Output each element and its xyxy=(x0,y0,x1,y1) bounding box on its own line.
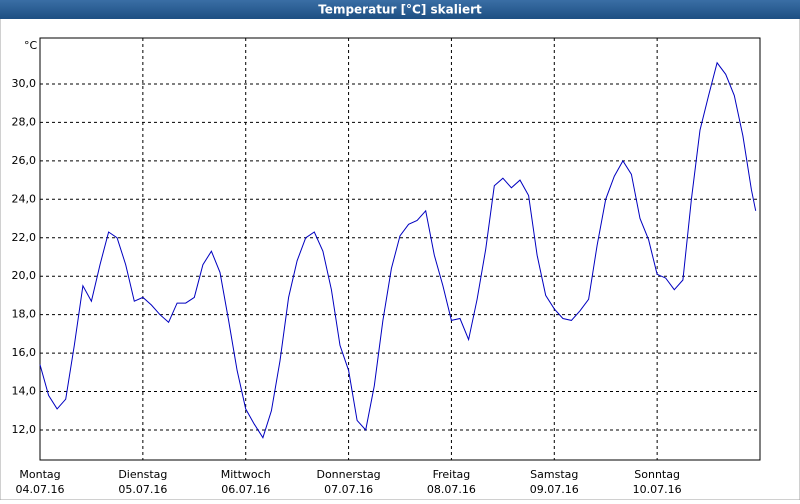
y-tick-label: 24,0 xyxy=(12,192,37,205)
x-tick-date: 07.07.16 xyxy=(324,483,373,496)
chart-title: Temperatur [°C] skaliert xyxy=(318,3,482,17)
y-tick-label: 18,0 xyxy=(12,308,37,321)
plot-area xyxy=(39,37,761,461)
y-tick-label: 16,0 xyxy=(12,346,37,359)
x-tick-date: 05.07.16 xyxy=(118,483,167,496)
y-tick-label: 14,0 xyxy=(12,385,37,398)
x-tick-label: Samstag xyxy=(530,468,578,481)
y-tick-label: 28,0 xyxy=(12,115,37,128)
x-tick-label: Sonntag xyxy=(634,468,680,481)
x-tick-date: 09.07.16 xyxy=(530,483,579,496)
temperature-line xyxy=(39,61,757,439)
title-bar xyxy=(0,0,800,19)
x-tick-label: Freitag xyxy=(433,468,471,481)
x-tick-date: 10.07.16 xyxy=(633,483,682,496)
x-tick-date: 04.07.16 xyxy=(16,483,65,496)
x-tick-label: Mittwoch xyxy=(221,468,271,481)
x-tick-label: Donnerstag xyxy=(316,468,380,481)
y-tick-label: 12,0 xyxy=(12,423,37,436)
y-tick-label: 22,0 xyxy=(12,231,37,244)
y-tick-label: 20,0 xyxy=(12,269,37,282)
y-tick-label: 30,0 xyxy=(12,77,37,90)
x-tick-label: Montag xyxy=(19,468,60,481)
x-tick-date: 08.07.16 xyxy=(427,483,476,496)
y-tick-label: 26,0 xyxy=(12,154,37,167)
x-tick-date: 06.07.16 xyxy=(221,483,270,496)
y-axis-label: °C xyxy=(24,39,38,52)
x-tick-label: Dienstag xyxy=(118,468,167,481)
